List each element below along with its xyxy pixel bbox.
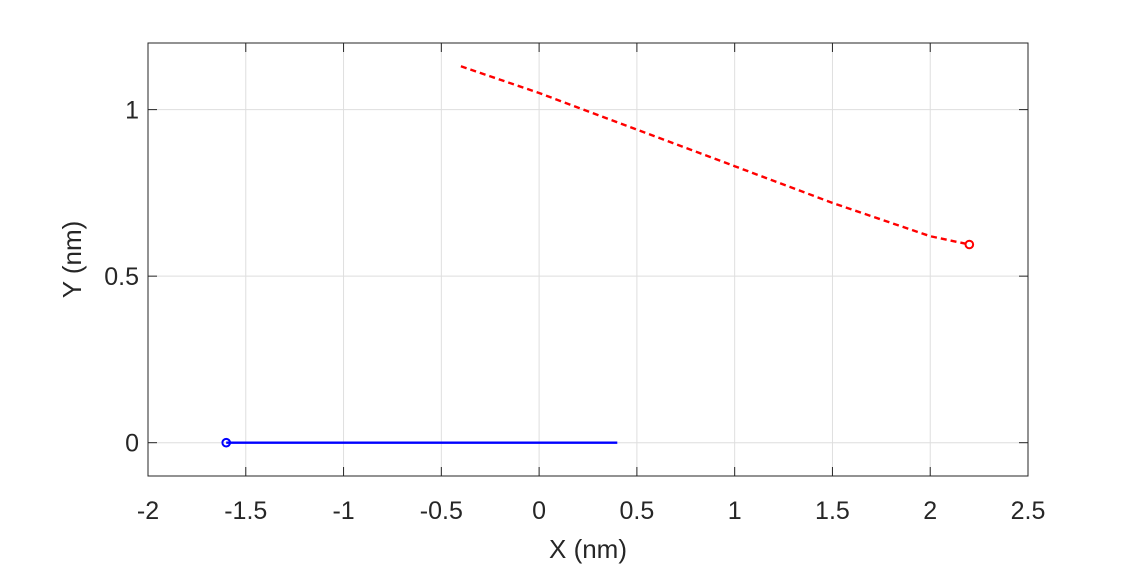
x-tick-label: 0.5 <box>620 497 655 525</box>
axes-box <box>147 42 1029 477</box>
plot-area-background <box>148 43 1028 476</box>
x-tick-label: -0.5 <box>420 497 463 525</box>
x-tick-label: 2 <box>923 497 937 525</box>
y-tick-label: 0 <box>125 430 139 458</box>
x-tick-label: 1.5 <box>815 497 850 525</box>
axis-ticks: -2 -1.5 -1 -0.5 0 0.5 1 1.5 2 2.5 0 0.5 1 <box>104 43 1045 525</box>
series-1-marker <box>964 239 975 250</box>
series-1-line <box>460 65 970 246</box>
x-tick-label: -2 <box>137 497 159 525</box>
x-tick-label: -1 <box>332 497 354 525</box>
x-tick-label: 0 <box>532 497 546 525</box>
x-tick-label: 1 <box>728 497 742 525</box>
y-tick-label: 0.5 <box>104 263 139 291</box>
y-axis-label: Y (nm) <box>57 221 87 299</box>
x-tick-label: 2.5 <box>1011 497 1046 525</box>
y-tick-label: 1 <box>125 97 139 125</box>
plot-series <box>221 65 975 448</box>
series-0-marker <box>221 437 232 448</box>
x-tick-label: -1.5 <box>224 497 267 525</box>
x-axis-label: X (nm) <box>549 534 627 564</box>
